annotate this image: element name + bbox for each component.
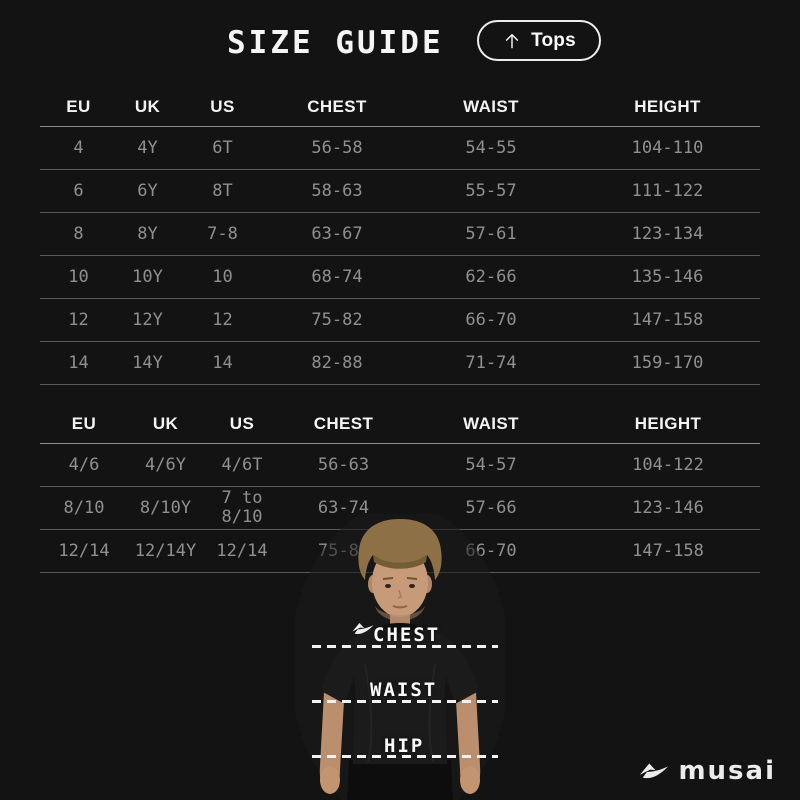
cell-eu: 4 bbox=[73, 138, 84, 158]
cell-chest: 63-67 bbox=[311, 224, 363, 244]
musai-bird-icon bbox=[640, 763, 669, 778]
cell-uk: 6Y bbox=[137, 181, 158, 201]
cell-chest: 82-88 bbox=[311, 353, 363, 373]
col-header-uk: UK bbox=[152, 414, 179, 433]
cell-us: 6T bbox=[212, 138, 233, 158]
cell-us: 4/6T bbox=[221, 455, 263, 475]
cell-uk: 8Y bbox=[137, 224, 158, 244]
musai-bird-icon bbox=[352, 623, 374, 634]
cell-us: 7-8 bbox=[207, 224, 238, 244]
cell-waist: 54-55 bbox=[465, 138, 517, 158]
arrow-up-icon bbox=[505, 33, 519, 48]
cell-eu: 12 bbox=[68, 310, 89, 330]
chest-measure-label: CHEST bbox=[373, 624, 441, 646]
cell-chest: 56-58 bbox=[311, 138, 363, 158]
cell-us: 12/14 bbox=[216, 541, 268, 561]
col-header-eu: EU bbox=[71, 414, 97, 433]
cell-height: 147-158 bbox=[632, 541, 704, 561]
cell-height: 147-158 bbox=[631, 310, 704, 330]
col-header-waist: WAIST bbox=[463, 414, 519, 433]
brand-wordmark: musai bbox=[678, 756, 776, 786]
cell-waist: 54-57 bbox=[465, 455, 517, 475]
cell-us: 10 bbox=[212, 267, 233, 287]
chest-dashed-line bbox=[312, 645, 498, 648]
cell-eu: 8 bbox=[73, 224, 84, 244]
col-header-us: US bbox=[210, 97, 235, 116]
cell-eu: 8/10 bbox=[63, 498, 105, 518]
cell-chest: 58-63 bbox=[311, 181, 363, 201]
cell-us: 12 bbox=[212, 310, 233, 330]
cell-waist: 71-74 bbox=[465, 353, 517, 373]
size-table-single: EU UK US CHEST WAIST HEIGHT 4 4Y 6T 56-5… bbox=[40, 88, 760, 385]
boy-model-photo bbox=[295, 514, 505, 800]
table-row: 12 12Y 12 75-82 66-70 147-158 bbox=[40, 299, 760, 342]
page-title: SIZE GUIDE bbox=[227, 25, 444, 61]
col-header-chest: CHEST bbox=[307, 97, 367, 116]
table-row: 14 14Y 14 82-88 71-74 159-170 bbox=[40, 342, 760, 385]
cell-height: 123-146 bbox=[632, 498, 704, 518]
col-header-eu: EU bbox=[66, 97, 91, 116]
cell-eu: 12/14 bbox=[58, 541, 110, 561]
cell-height: 135-146 bbox=[631, 267, 704, 287]
category-tops-button[interactable]: Tops bbox=[477, 20, 601, 61]
col-header-height: HEIGHT bbox=[634, 97, 701, 116]
cell-us: 8T bbox=[212, 181, 233, 201]
cell-us: 14 bbox=[212, 353, 233, 373]
cell-uk: 10Y bbox=[132, 267, 163, 287]
table-row: 4 4Y 6T 56-58 54-55 104-110 bbox=[40, 127, 760, 170]
cell-chest: 56-63 bbox=[317, 455, 370, 475]
table-row: 8/10 8/10Y 7 to 8/10 63-74 57-66 123-146 bbox=[40, 487, 760, 530]
cell-height: 104-110 bbox=[631, 138, 704, 158]
col-header-uk: UK bbox=[134, 97, 161, 116]
cell-eu: 4/6 bbox=[68, 455, 100, 475]
cell-uk: 4Y bbox=[137, 138, 158, 158]
table-row: 8 8Y 7-8 63-67 57-61 123-134 bbox=[40, 213, 760, 256]
col-header-us: US bbox=[229, 414, 255, 433]
cell-height: 104-122 bbox=[632, 455, 704, 475]
cell-uk: 12/14Y bbox=[134, 541, 197, 561]
cell-height: 111-122 bbox=[631, 181, 704, 201]
cell-chest: 68-74 bbox=[311, 267, 363, 287]
cell-uk: 4/6Y bbox=[145, 455, 186, 475]
cell-waist: 57-66 bbox=[465, 498, 517, 518]
brand-logo: musai bbox=[638, 758, 776, 784]
cell-eu: 10 bbox=[68, 267, 89, 287]
hip-measure-label: HIP bbox=[384, 735, 425, 757]
category-tops-label: Tops bbox=[531, 29, 576, 51]
cell-waist: 62-66 bbox=[465, 267, 517, 287]
hip-dashed-line bbox=[312, 755, 498, 758]
cell-eu: 6 bbox=[73, 181, 84, 201]
cell-height: 159-170 bbox=[631, 353, 704, 373]
table-row: 6 6Y 8T 58-63 55-57 111-122 bbox=[40, 170, 760, 213]
cell-waist: 55-57 bbox=[465, 181, 517, 201]
cell-uk: 14Y bbox=[132, 353, 163, 373]
cell-eu: 14 bbox=[68, 353, 89, 373]
table-row: 4/6 4/6Y 4/6T 56-63 54-57 104-122 bbox=[40, 444, 760, 487]
col-header-chest: CHEST bbox=[313, 414, 374, 433]
table-row: 10 10Y 10 68-74 62-66 135-146 bbox=[40, 256, 760, 299]
cell-uk: 12Y bbox=[132, 310, 163, 330]
waist-dashed-line bbox=[312, 700, 498, 703]
waist-measure-label: WAIST bbox=[370, 679, 438, 701]
table-header-row: EU UK US CHEST WAIST HEIGHT bbox=[40, 405, 760, 444]
cell-uk: 8/10Y bbox=[139, 498, 192, 518]
cell-waist: 66-70 bbox=[465, 310, 517, 330]
col-header-waist: WAIST bbox=[463, 97, 519, 116]
cell-us: 7 to 8/10 bbox=[221, 488, 263, 527]
cell-chest: 63-74 bbox=[317, 498, 370, 518]
col-header-height: HEIGHT bbox=[634, 414, 702, 433]
cell-height: 123-134 bbox=[631, 224, 704, 244]
table-header-row: EU UK US CHEST WAIST HEIGHT bbox=[40, 88, 760, 127]
cell-waist: 57-61 bbox=[465, 224, 517, 244]
cell-chest: 75-82 bbox=[311, 310, 363, 330]
